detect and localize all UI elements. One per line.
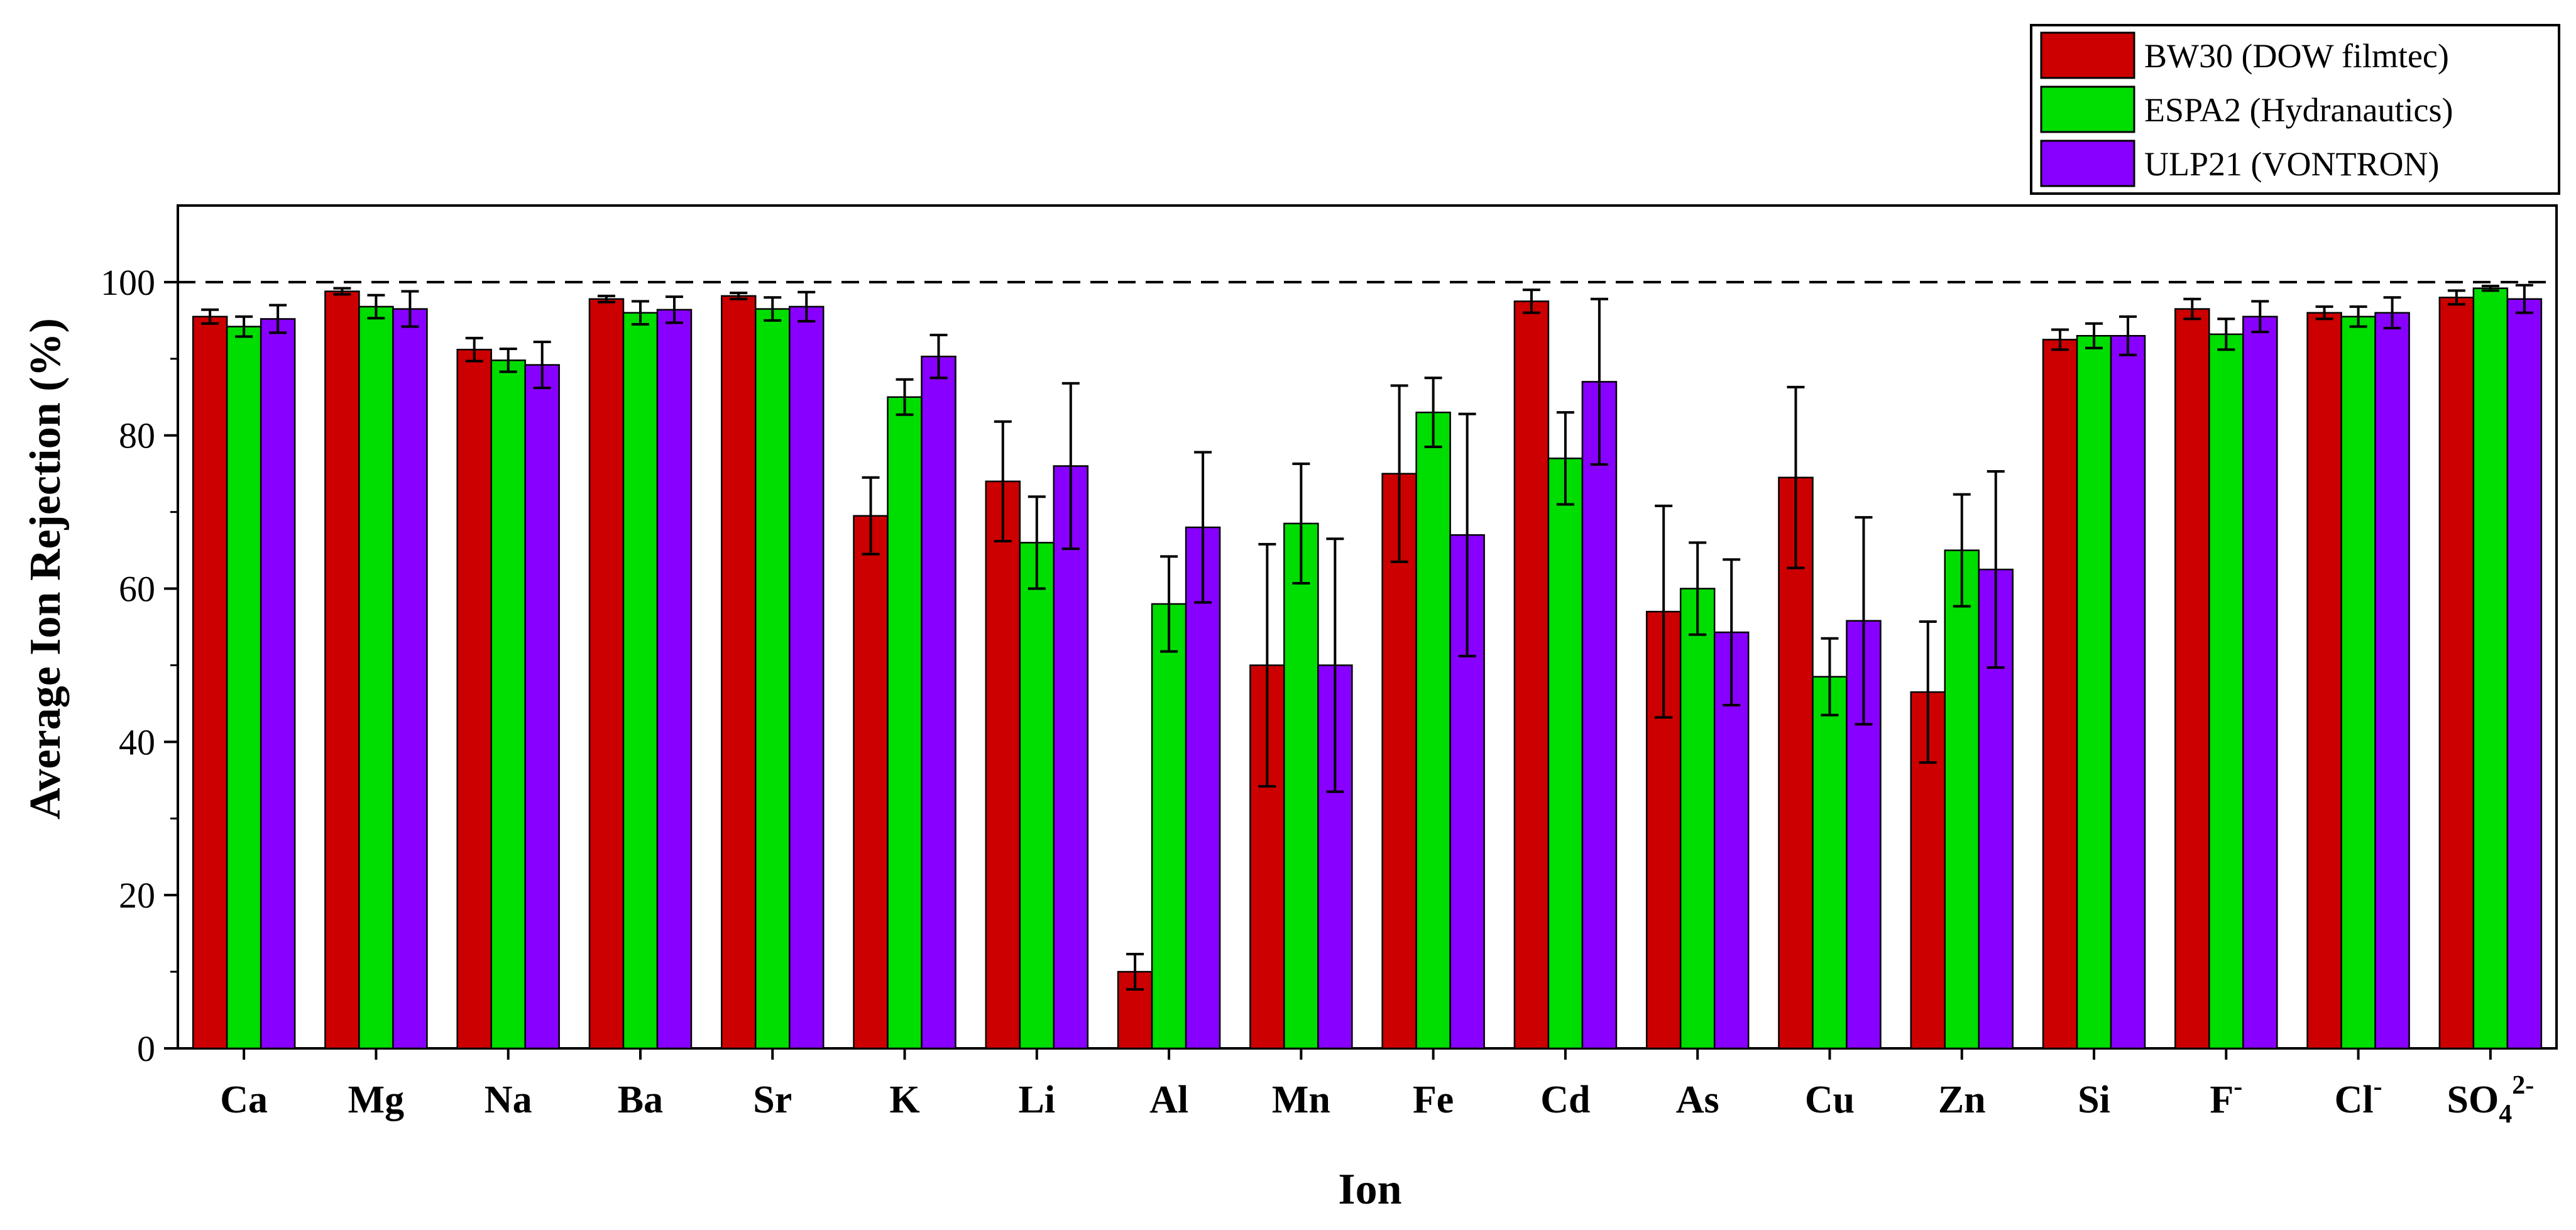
bar-group-ba [588,294,693,1050]
bar-sr-s1 [755,308,791,1050]
bar-group-al [1117,451,1221,1050]
x-tick-label-si: Si [2078,1079,2110,1121]
bar-group-sr [721,290,825,1050]
bar-f-s1 [2208,333,2244,1050]
y-tick-label: 20 [119,875,155,916]
bar-li-s0 [985,480,1021,1050]
legend-swatch-ulp21 [2040,140,2135,187]
bar-na-s1 [490,360,526,1050]
bar-al-s2 [1185,526,1221,1050]
x-tick-label-f: F- [2210,1072,2242,1121]
x-tick-label-as: As [1676,1079,1719,1121]
bar-group-na [456,336,560,1050]
x-tick-label-cl: Cl- [2335,1072,2382,1121]
bar-k-s1 [887,396,923,1050]
y-tick-label: 40 [119,722,155,762]
bar-group-f [2174,297,2278,1050]
y-tick-label: 60 [119,569,155,610]
bar-group-mg [324,287,428,1050]
bar-cd-s1 [1547,458,1584,1050]
bar-cl-s0 [2306,312,2342,1050]
bar-group-si [2042,315,2146,1050]
bar-cd-s0 [1513,300,1550,1050]
bar-si-s2 [2110,334,2146,1050]
plot-frame [177,204,2558,1050]
bar-so-s1 [2472,287,2509,1050]
bar-si-s1 [2076,334,2112,1050]
x-tick-label-k: K [889,1079,919,1121]
bar-fe-s1 [1415,411,1451,1050]
y-tick-label: 0 [137,1028,155,1069]
bar-group-cl [2306,296,2410,1050]
bar-group-ca [192,304,296,1050]
y-axis-title: Average Ion Rejection (%) [21,318,70,820]
legend: BW30 (DOW filmtec) ESPA2 (Hydranautics) … [2030,24,2560,195]
bar-cu-s0 [1778,476,1814,1050]
x-tick-label-ca: Ca [220,1079,268,1121]
bar-group-k [853,334,956,1050]
x-tick-label-cu: Cu [1805,1079,1855,1121]
bar-ca-s2 [260,318,296,1050]
x-tick-label-mn: Mn [1272,1079,1330,1121]
bar-group-so [2438,283,2543,1050]
bar-zn-s1 [1944,549,1980,1050]
bar-cl-s2 [2374,312,2410,1050]
bar-ba-s2 [656,309,693,1050]
bar-group-as [1645,504,1750,1050]
bar-li-s2 [1053,465,1089,1050]
bar-group-fe [1381,376,1485,1050]
x-tick-label-fe: Fe [1413,1079,1454,1121]
x-tick-label-sr: Sr [753,1079,792,1121]
x-tick-label-zn: Zn [1938,1079,1986,1121]
bar-mg-s1 [358,305,394,1050]
bar-mg-s0 [324,290,360,1050]
bar-ca-s0 [192,316,228,1050]
bar-li-s1 [1019,542,1055,1050]
x-axis-title: Ion [1338,1165,1401,1214]
legend-label-espa2: ESPA2 (Hydranautics) [2144,91,2453,129]
x-tick-label-cd: Cd [1540,1079,1590,1121]
bar-na-s2 [524,364,560,1050]
bar-na-s0 [456,348,492,1050]
bar-k-s2 [921,355,956,1050]
x-tick-label-ba: Ba [618,1079,663,1121]
bar-f-s0 [2174,308,2210,1050]
y-tick-label: 100 [101,262,155,303]
bar-cd-s2 [1581,381,1618,1050]
legend-label-bw30: BW30 (DOW filmtec) [2144,37,2449,75]
bar-mn-s1 [1283,522,1319,1050]
x-tick-label-li: Li [1019,1079,1056,1121]
legend-swatch-bw30 [2040,31,2135,79]
bar-group-li [985,382,1089,1050]
bar-sr-s2 [789,305,825,1050]
bar-as-s1 [1679,588,1716,1050]
bar-so-s0 [2438,297,2475,1050]
bar-f-s2 [2242,316,2278,1050]
bar-ca-s1 [226,326,262,1050]
bar-group-mn [1249,462,1353,1050]
x-tick-label-na: Na [485,1079,532,1121]
bar-cu-s1 [1812,676,1848,1050]
x-tick-label-mg: Mg [348,1079,405,1121]
x-tick-label-al: Al [1149,1079,1188,1121]
bar-ba-s1 [622,312,659,1050]
bar-group-zn [1910,470,2014,1050]
bar-sr-s0 [721,295,757,1050]
bar-al-s1 [1151,603,1187,1050]
legend-label-ulp21: ULP21 (VONTRON) [2144,145,2439,183]
bar-mg-s2 [392,308,428,1050]
plot-area: 0 20 40 60 80 100 Ca Mg Na Ba Sr K Li Al Mn Fe Cd As Cu Zn S… [101,204,2558,1129]
bar-so-s2 [2506,298,2543,1050]
legend-swatch-espa2 [2040,85,2135,133]
bar-group-cu [1778,385,1882,1050]
x-tick-label-so: SO42- [2447,1071,2535,1129]
bar-ba-s0 [588,298,625,1050]
bar-cl-s1 [2340,316,2376,1050]
bar-group-cd [1513,288,1618,1050]
bar-k-s0 [853,515,889,1050]
y-tick-label: 80 [119,415,155,456]
bar-si-s0 [2042,339,2078,1050]
